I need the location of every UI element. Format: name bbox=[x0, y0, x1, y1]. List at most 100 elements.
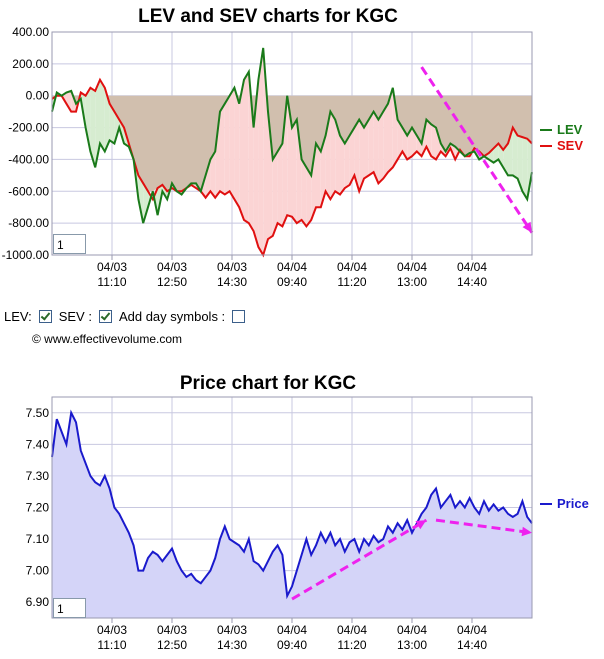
lev-sev-gap-area bbox=[311, 143, 316, 220]
x-tick-time: 14:40 bbox=[457, 638, 487, 652]
lev-sev-gap-area bbox=[282, 95, 288, 227]
legend-label-lev: LEV bbox=[557, 122, 583, 137]
sev-label: SEV : bbox=[58, 309, 92, 324]
lev-sev-gap-area bbox=[392, 87, 398, 168]
x-tick-date: 04/04 bbox=[457, 623, 487, 637]
price-area-fill bbox=[52, 412, 532, 618]
lev-sev-gap-area bbox=[220, 103, 225, 195]
x-tick-time: 13:00 bbox=[397, 638, 427, 652]
x-tick-time: 09:40 bbox=[277, 638, 307, 652]
x-tick-date: 04/03 bbox=[157, 623, 187, 637]
x-tick-date: 04/03 bbox=[97, 260, 127, 274]
x-tick-date: 04/04 bbox=[277, 260, 307, 274]
x-tick-date: 04/04 bbox=[277, 623, 307, 637]
sev-checkbox[interactable] bbox=[98, 310, 112, 323]
day-symbols-checkbox[interactable] bbox=[232, 310, 246, 323]
lev-sev-gap-area bbox=[114, 111, 120, 144]
y-tick-label: 7.50 bbox=[26, 406, 50, 420]
lev-sev-gap-area bbox=[503, 143, 508, 176]
x-tick-date: 04/03 bbox=[217, 260, 247, 274]
y-tick-label: 200.00 bbox=[12, 57, 49, 71]
price-chart-title: Price chart for KGC bbox=[180, 373, 357, 394]
lev-sev-gap-area bbox=[373, 111, 379, 184]
lev-sev-gap-area bbox=[517, 135, 523, 192]
lev-sev-gap-area bbox=[368, 111, 374, 176]
lev-checkbox[interactable] bbox=[38, 310, 52, 323]
x-tick-date: 04/04 bbox=[337, 260, 367, 274]
legend-label-sev: SEV bbox=[557, 138, 583, 153]
lev-sev-gap-area bbox=[244, 71, 249, 224]
price-plot-area: 7.507.407.307.207.107.006.9004/0311:1004… bbox=[26, 396, 589, 652]
lev-sev-gap-area bbox=[109, 103, 115, 144]
lev-sev-gap-area bbox=[306, 167, 312, 227]
lev-sev-gap-area bbox=[90, 87, 96, 168]
lev-sev-gap-area bbox=[100, 79, 105, 152]
y-tick-label: 7.10 bbox=[26, 532, 50, 546]
lev-sev-gap-area bbox=[522, 137, 528, 200]
lev-sev-gap-area bbox=[416, 135, 422, 157]
price-series-line bbox=[51, 409, 533, 600]
x-tick-time: 13:00 bbox=[397, 275, 427, 289]
lev-sev-gap-area bbox=[320, 135, 326, 208]
lev-sev-gap-area bbox=[527, 138, 532, 200]
lev-sev-gap-area bbox=[359, 119, 364, 192]
x-tick-time: 11:10 bbox=[97, 275, 126, 289]
y-tick-label: -200.00 bbox=[8, 121, 49, 135]
y-tick-label: 0.00 bbox=[26, 89, 50, 103]
y-tick-label: 7.20 bbox=[26, 501, 50, 515]
x-tick-time: 11:10 bbox=[97, 638, 126, 652]
lev-sev-gap-area bbox=[268, 111, 273, 240]
lev-sev-plot-area: 400.00 200.00 0.00 -200.00 -400.00 -600.00 -80… bbox=[2, 25, 584, 289]
lev-label: LEV: bbox=[4, 309, 32, 324]
lev-sev-gap-area bbox=[248, 71, 254, 232]
lev-sev-gap-area bbox=[436, 127, 441, 160]
lev-sev-gap-area bbox=[205, 159, 211, 198]
price-zoom-input[interactable]: 1 bbox=[53, 598, 86, 618]
x-tick-date: 04/03 bbox=[157, 260, 187, 274]
x-tick-date: 04/04 bbox=[337, 623, 367, 637]
y-tick-label: 400.00 bbox=[12, 25, 49, 39]
trend-arrow-head bbox=[415, 520, 427, 530]
trend-arrow-head bbox=[522, 221, 532, 233]
lev-sev-gap-area bbox=[316, 143, 321, 208]
lev-sev-gap-area bbox=[66, 90, 72, 112]
lev-sev-gap-area bbox=[234, 87, 240, 208]
x-tick-date: 04/04 bbox=[397, 623, 427, 637]
lev-sev-gap-area bbox=[431, 124, 436, 160]
day-symbols-label: Add day symbols : bbox=[118, 309, 226, 324]
lev-sev-gap-area bbox=[349, 127, 355, 185]
x-tick-time: 14:40 bbox=[457, 275, 487, 289]
lev-sev-gap-area bbox=[364, 119, 369, 179]
x-tick-date: 04/04 bbox=[397, 260, 427, 274]
x-tick-time: 12:50 bbox=[157, 638, 187, 652]
x-tick-time: 11:20 bbox=[337, 638, 366, 652]
lev-sev-zero-area bbox=[52, 95, 532, 192]
lev-sev-gap-area bbox=[277, 143, 283, 227]
lev-sev-zoom-input[interactable]: 1 bbox=[53, 234, 86, 254]
lev-sev-gap-area bbox=[340, 135, 345, 195]
x-tick-time: 09:40 bbox=[277, 275, 307, 289]
trend-arrow-head bbox=[521, 526, 532, 537]
x-tick-time: 12:50 bbox=[157, 275, 187, 289]
y-tick-label: -600.00 bbox=[8, 184, 49, 198]
lev-series-line bbox=[51, 47, 533, 224]
y-tick-label: 7.40 bbox=[26, 437, 50, 451]
y-tick-label: -800.00 bbox=[8, 216, 49, 230]
y-tick-label: -1000.00 bbox=[2, 248, 50, 262]
lev-sev-gap-area bbox=[397, 119, 403, 160]
x-tick-date: 04/03 bbox=[97, 623, 127, 637]
lev-sev-gap-area bbox=[215, 111, 220, 198]
y-tick-label: 7.30 bbox=[26, 469, 50, 483]
lev-sev-gap-area bbox=[104, 87, 110, 152]
legend-label-price: Price bbox=[557, 496, 589, 511]
lev-sev-gap-area bbox=[239, 79, 244, 220]
lev-sev-gap-area bbox=[210, 151, 216, 198]
lev-sev-gap-area bbox=[301, 159, 307, 227]
trend-arrow-line bbox=[291, 518, 428, 601]
lev-sev-gap-area bbox=[138, 175, 144, 224]
trend-arrow-line bbox=[420, 66, 534, 234]
lev-sev-gap-area bbox=[229, 87, 235, 200]
lev-sev-gap-area bbox=[143, 183, 148, 224]
lev-sev-chart-title: LEV and SEV charts for KGC bbox=[138, 6, 398, 27]
